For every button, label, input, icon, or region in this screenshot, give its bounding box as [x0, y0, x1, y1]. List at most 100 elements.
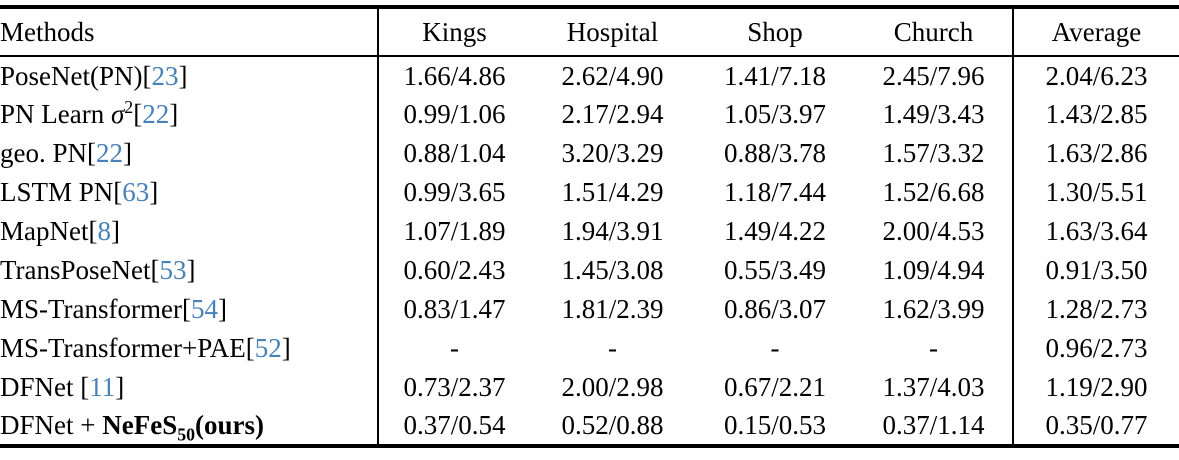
method-label: TransPoseNet: [0, 255, 151, 285]
value-cell: 1.07/1.89: [377, 212, 530, 251]
column-header-kings: Kings: [377, 7, 530, 56]
citation-link[interactable]: 11: [89, 372, 116, 402]
method-label: MS-Transformer: [0, 294, 182, 324]
table-row-ms-transformer-pae: MS-Transformer+PAE[52] - - - - 0.96/2.73: [0, 329, 1179, 368]
citation-bracket: ]: [186, 255, 196, 285]
header-row: Methods Kings Hospital Shop Church Avera…: [0, 7, 1179, 56]
method-label: PN Learn: [0, 99, 111, 129]
value-cell: 1.66/4.86: [377, 56, 530, 95]
value-cell: 1.63/3.64: [1012, 212, 1179, 251]
method-label: PoseNet(PN): [0, 60, 143, 91]
value-cell: 0.91/3.50: [1012, 251, 1179, 290]
method-label: DFNet +: [0, 410, 103, 440]
value-cell: 0.88/3.78: [723, 138, 826, 168]
value-cell: 0.96/2.73: [1012, 329, 1179, 368]
method-cell: PN Learn σ2[22]: [0, 95, 378, 134]
citation-bracket: ]: [178, 60, 188, 91]
value-cell: 1.09/4.94: [882, 255, 985, 285]
citation-link[interactable]: 22: [96, 138, 123, 168]
value-cell: 2.00/2.98: [561, 372, 664, 402]
method-label-bold-tail: (ours): [195, 410, 265, 440]
citation-bracket: ]: [110, 216, 120, 246]
value-cell: 1.18/7.44: [723, 177, 826, 207]
citation-bracket: [: [88, 216, 98, 246]
citation-bracket: ]: [218, 294, 227, 324]
value-cell: 1.81/2.39: [561, 294, 664, 324]
value-cell: 0.88/1.04: [377, 134, 530, 173]
citation-bracket: ]: [281, 333, 291, 363]
value-cell: 1.49/3.43: [882, 99, 985, 129]
value-cell: 1.63/2.86: [1012, 134, 1179, 173]
value-cell: 0.35/0.77: [1012, 407, 1179, 446]
value-cell: 0.83/1.47: [377, 290, 530, 329]
value-cell: 2.04/6.23: [1012, 56, 1179, 95]
value-cell: 0.73/2.37: [377, 368, 530, 407]
table-row-posenet: PoseNet(PN)[23] 1.66/4.86 2.62/4.90 1.41…: [0, 56, 1179, 95]
value-cell: 1.57/3.32: [882, 138, 985, 168]
citation-bracket: [: [245, 333, 255, 363]
column-header-average: Average: [1012, 7, 1179, 56]
citation-link[interactable]: 52: [254, 333, 282, 363]
method-label: LSTM PN: [0, 177, 114, 207]
value-cell: 1.45/3.08: [561, 255, 664, 285]
value-cell: -: [377, 329, 530, 368]
value-cell: 0.15/0.53: [723, 410, 826, 440]
citation-link[interactable]: 53: [159, 255, 187, 285]
citation-bracket: [: [80, 372, 90, 402]
method-cell: DFNet [11]: [0, 368, 378, 407]
value-cell: 0.52/0.88: [561, 410, 664, 440]
method-cell: PoseNet(PN)[23]: [0, 56, 378, 95]
value-cell: 1.49/4.22: [723, 216, 826, 246]
value-cell: -: [770, 333, 780, 363]
column-header-methods: Methods: [0, 16, 95, 47]
method-cell: MapNet[8]: [0, 212, 378, 251]
method-label: DFNet: [0, 372, 81, 402]
value-cell: 1.30/5.51: [1012, 173, 1179, 212]
value-cell: 0.37/1.14: [882, 410, 985, 440]
value-cell: 1.94/3.91: [561, 216, 664, 246]
nefes-subscript: 50: [177, 424, 196, 445]
value-cell: 2.62/4.90: [561, 60, 664, 91]
table-row-dfnet: DFNet [11] 0.73/2.37 2.00/2.98 0.67/2.21…: [0, 368, 1179, 407]
value-cell: 1.19/2.90: [1012, 368, 1179, 407]
citation-bracket: [: [182, 294, 191, 324]
value-cell: 2.00/4.53: [882, 216, 985, 246]
citation-bracket: ]: [169, 99, 179, 129]
citation-link[interactable]: 23: [151, 60, 179, 91]
results-table: Methods Kings Hospital Shop Church Avera…: [0, 5, 1179, 448]
citation-link[interactable]: 54: [191, 294, 218, 324]
method-cell: DFNet + NeFeS50(ours): [0, 407, 378, 446]
citation-bracket: [: [133, 99, 143, 129]
sigma-exponent: 2: [124, 97, 134, 117]
table-row-mapnet: MapNet[8] 1.07/1.89 1.94/3.91 1.49/4.22 …: [0, 212, 1179, 251]
column-header-shop: Shop: [747, 16, 803, 47]
citation-link[interactable]: 63: [122, 177, 150, 207]
table-row-ms-transformer: MS-Transformer[54] 0.83/1.47 1.81/2.39 0…: [0, 290, 1179, 329]
value-cell: 1.43/2.85: [1012, 95, 1179, 134]
value-cell: 0.67/2.21: [723, 372, 826, 402]
method-label-bold: NeFeS: [102, 410, 178, 440]
method-label: MapNet: [0, 216, 89, 246]
value-cell: 1.52/6.68: [882, 177, 985, 207]
method-label: geo. PN: [0, 138, 87, 168]
citation-link[interactable]: 8: [97, 216, 111, 246]
table-row-dfnet-nefes-ours: DFNet + NeFeS50(ours) 0.37/0.54 0.52/0.8…: [0, 407, 1179, 446]
table-row-lstm-pn: LSTM PN[63] 0.99/3.65 1.51/4.29 1.18/7.4…: [0, 173, 1179, 212]
citation-bracket: [: [142, 60, 152, 91]
method-label: MS-Transformer+PAE: [0, 333, 246, 363]
value-cell: 1.41/7.18: [723, 60, 826, 91]
method-cell: geo. PN[22]: [0, 134, 378, 173]
value-cell: 1.62/3.99: [882, 294, 985, 324]
value-cell: -: [929, 333, 938, 363]
value-cell: -: [608, 333, 617, 363]
method-cell: MS-Transformer[54]: [0, 290, 378, 329]
value-cell: 0.86/3.07: [723, 294, 826, 324]
citation-bracket: [: [87, 138, 96, 168]
citation-link[interactable]: 22: [142, 99, 170, 129]
table-row-geo-pn: geo. PN[22] 0.88/1.04 3.20/3.29 0.88/3.7…: [0, 134, 1179, 173]
value-cell: 1.05/3.97: [723, 99, 826, 129]
value-cell: 0.60/2.43: [377, 251, 530, 290]
column-header-hospital: Hospital: [566, 16, 659, 47]
method-cell: LSTM PN[63]: [0, 173, 378, 212]
method-cell: TransPoseNet[53]: [0, 251, 378, 290]
